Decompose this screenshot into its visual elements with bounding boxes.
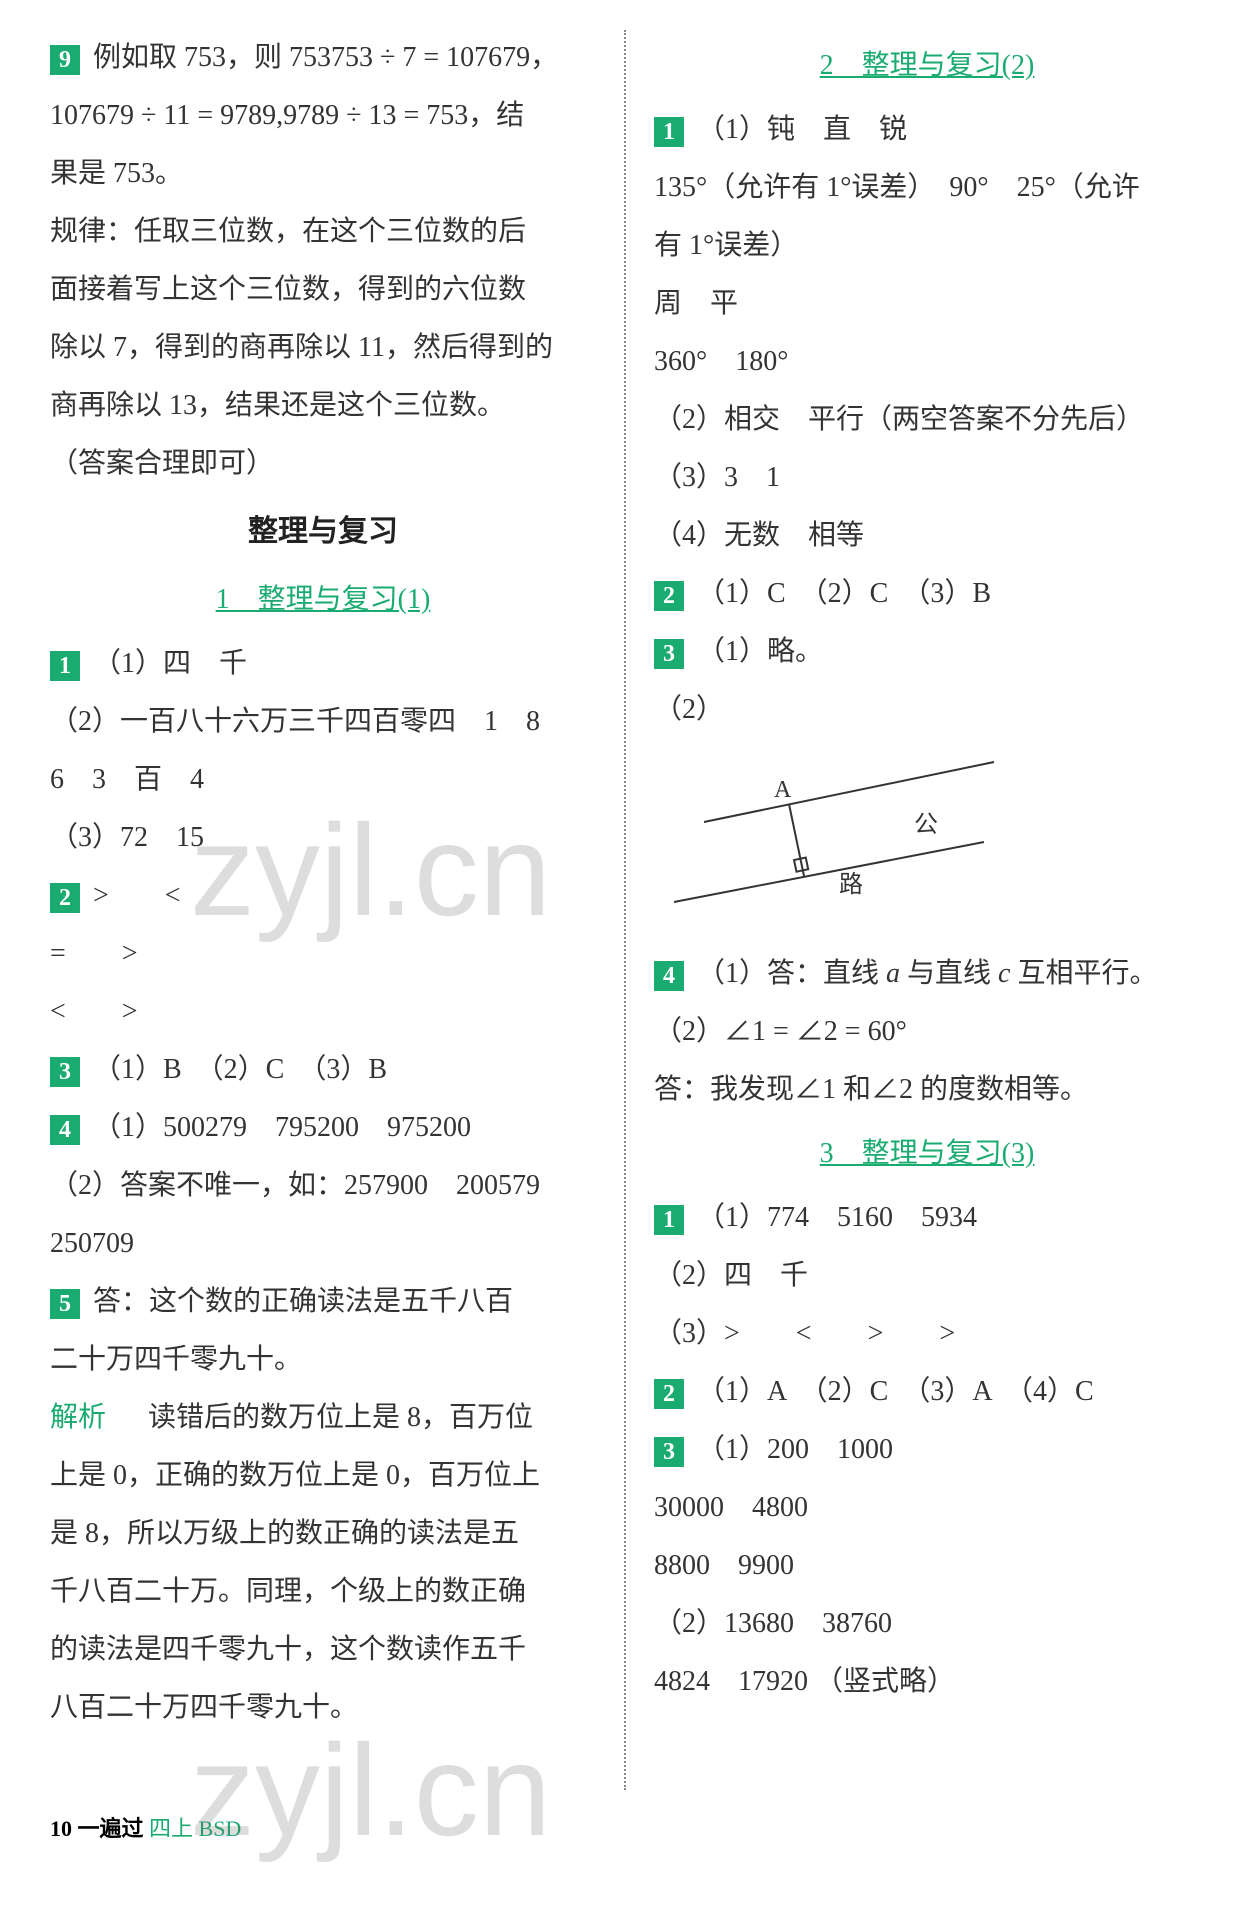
left-column: 9 例如取 753，则 753753 ÷ 7 = 107679， 107679 …	[50, 30, 596, 1790]
r3-1: （1）略。	[697, 636, 823, 667]
r1-1: （1）钝 直 锐	[697, 114, 907, 145]
s3-row: 3 （1）B （2）C （3）B	[50, 1042, 596, 1098]
q9-text-3: 果是 753。	[50, 146, 596, 202]
r1-8: （4）无数 相等	[654, 508, 1200, 564]
two-column-layout: 9 例如取 753，则 753753 ÷ 7 = 107679， 107679 …	[50, 30, 1200, 1790]
r2-text: （1）C （2）C （3）B	[697, 578, 991, 609]
badge-r4: 4	[654, 961, 684, 991]
rule-1: 规律：任取三位数，在这个三位数的后	[50, 204, 596, 260]
s3-3-2: 30000 4800	[654, 1480, 1200, 1536]
column-divider	[624, 30, 626, 1790]
s2-row: 2 > <	[50, 868, 596, 924]
analysis-4: 千八百二十万。同理，个级上的数正确	[50, 1564, 596, 1620]
badge-5: 5	[50, 1289, 80, 1319]
analysis-label: 解析	[50, 1402, 106, 1433]
badge-r3: 3	[654, 639, 684, 669]
geometry-diagram: A 公路	[654, 742, 1014, 942]
rule-3: 除以 7，得到的商再除以 11，然后得到的	[50, 320, 596, 376]
page-number: 10	[50, 1816, 72, 1841]
sub2-heading: 2 整理与复习(2)	[654, 38, 1200, 94]
r3-2: （2）	[654, 682, 1200, 738]
analysis-1: 读错后的数万位上是 8，百万位	[148, 1402, 533, 1433]
analysis-3: 是 8，所以万级上的数正确的读法是五	[50, 1506, 596, 1562]
s3-1-2: （2）四 千	[654, 1248, 1200, 1304]
r1-6: （2）相交 平行（两空答案不分先后）	[654, 392, 1200, 448]
s1-2a: （2）一百八十六万三千四百零四 1 8	[50, 694, 596, 750]
r4-3: 答：我发现∠1 和∠2 的度数相等。	[654, 1062, 1200, 1118]
analysis-row: 解析 读错后的数万位上是 8，百万位	[50, 1390, 596, 1446]
s3-text: （1）B （2）C （3）B	[93, 1054, 387, 1085]
rule-5: （答案合理即可）	[50, 436, 596, 492]
r3-row: 3 （1）略。	[654, 624, 1200, 680]
section-heading: 整理与复习	[50, 502, 596, 562]
s3-3-3: 8800 9900	[654, 1538, 1200, 1594]
r4-row: 4 （1）答：直线 a 与直线 c 互相平行。	[654, 946, 1200, 1002]
s2-a: > <	[93, 880, 181, 911]
badge-3: 3	[50, 1057, 80, 1087]
badge-9: 9	[50, 45, 80, 75]
badge-2: 2	[50, 883, 80, 913]
s4-2a: （2）答案不唯一，如：257900 200579	[50, 1158, 596, 1214]
s3-1-1: （1）774 5160 5934	[697, 1202, 977, 1233]
var-a: a	[886, 958, 900, 989]
var-c: c	[998, 958, 1010, 989]
s5-a: 答：这个数的正确读法是五千八百	[93, 1286, 513, 1317]
badge-r2: 2	[654, 581, 684, 611]
page-footer: 10 一遍过 四上 BSD	[50, 1807, 241, 1851]
s4-row: 4 （1）500279 795200 975200	[50, 1100, 596, 1156]
svg-text:公: 公	[914, 812, 938, 838]
r4-2: （2）∠1 = ∠2 = 60°	[654, 1004, 1200, 1060]
rule-2: 面接着写上这个三位数，得到的六位数	[50, 262, 596, 318]
r2-row: 2 （1）C （2）C （3）B	[654, 566, 1200, 622]
analysis-2: 上是 0，正确的数万位上是 0，百万位上	[50, 1448, 596, 1504]
s1-3: （3）72 15	[50, 810, 596, 866]
badge-r1: 1	[654, 117, 684, 147]
s3-3-4: （2）13680 38760	[654, 1596, 1200, 1652]
svg-text:路: 路	[839, 871, 863, 898]
r4-1b: 与直线	[900, 958, 998, 989]
s1-2b: 6 3 百 4	[50, 752, 596, 808]
book-name: 一遍过	[78, 1816, 144, 1841]
sub1-heading: 1 整理与复习(1)	[50, 572, 596, 628]
badge-s3-2: 2	[654, 1379, 684, 1409]
r1-5: 360° 180°	[654, 334, 1200, 390]
s1-1: （1）四 千	[93, 648, 247, 679]
s3-1-3: （3）> < > >	[654, 1306, 1200, 1362]
grade-label: 四上 BSD	[149, 1816, 241, 1841]
q9-row: 9 例如取 753，则 753753 ÷ 7 = 107679，	[50, 30, 596, 86]
s3-2: （1）A （2）C （3）A （4）C	[697, 1376, 1094, 1407]
r4-1c: 互相平行。	[1010, 958, 1157, 989]
r1-row: 1 （1）钝 直 锐	[654, 102, 1200, 158]
badge-1: 1	[50, 651, 80, 681]
sub3-heading: 3 整理与复习(3)	[654, 1126, 1200, 1182]
s3-3-1: （1）200 1000	[697, 1434, 893, 1465]
s2-b: = >	[50, 926, 596, 982]
svg-text:A: A	[774, 777, 792, 803]
s4-2b: 250709	[50, 1216, 596, 1272]
q9-text-2: 107679 ÷ 11 = 9789,9789 ÷ 13 = 753，结	[50, 88, 596, 144]
q9-text-1: 例如取 753，则 753753 ÷ 7 = 107679，	[93, 42, 558, 73]
s5-row: 5 答：这个数的正确读法是五千八百	[50, 1274, 596, 1330]
r1-4: 周 平	[654, 276, 1200, 332]
rule-4: 商再除以 13，结果还是这个三位数。	[50, 378, 596, 434]
badge-4: 4	[50, 1115, 80, 1145]
s4-1: （1）500279 795200 975200	[93, 1112, 471, 1143]
right-column: 2 整理与复习(2) 1 （1）钝 直 锐 135°（允许有 1°误差） 90°…	[654, 30, 1200, 1790]
badge-s3-3: 3	[654, 1437, 684, 1467]
analysis-5: 的读法是四千零九十，这个数读作五千	[50, 1622, 596, 1678]
r1-7: （3）3 1	[654, 450, 1200, 506]
s3-1-row: 1 （1）774 5160 5934	[654, 1190, 1200, 1246]
s3-3-5: 4824 17920 （竖式略）	[654, 1654, 1200, 1710]
s3-2-row: 2 （1）A （2）C （3）A （4）C	[654, 1364, 1200, 1420]
r4-1a: （1）答：直线	[697, 958, 886, 989]
r1-3: 有 1°误差）	[654, 218, 1200, 274]
badge-s3-1: 1	[654, 1205, 684, 1235]
s3-3-row: 3 （1）200 1000	[654, 1422, 1200, 1478]
r1-2: 135°（允许有 1°误差） 90° 25°（允许	[654, 160, 1200, 216]
analysis-6: 八百二十万四千零九十。	[50, 1680, 596, 1736]
s1-row-1: 1 （1）四 千	[50, 636, 596, 692]
s2-c: < >	[50, 984, 596, 1040]
s5-b: 二十万四千零九十。	[50, 1332, 596, 1388]
